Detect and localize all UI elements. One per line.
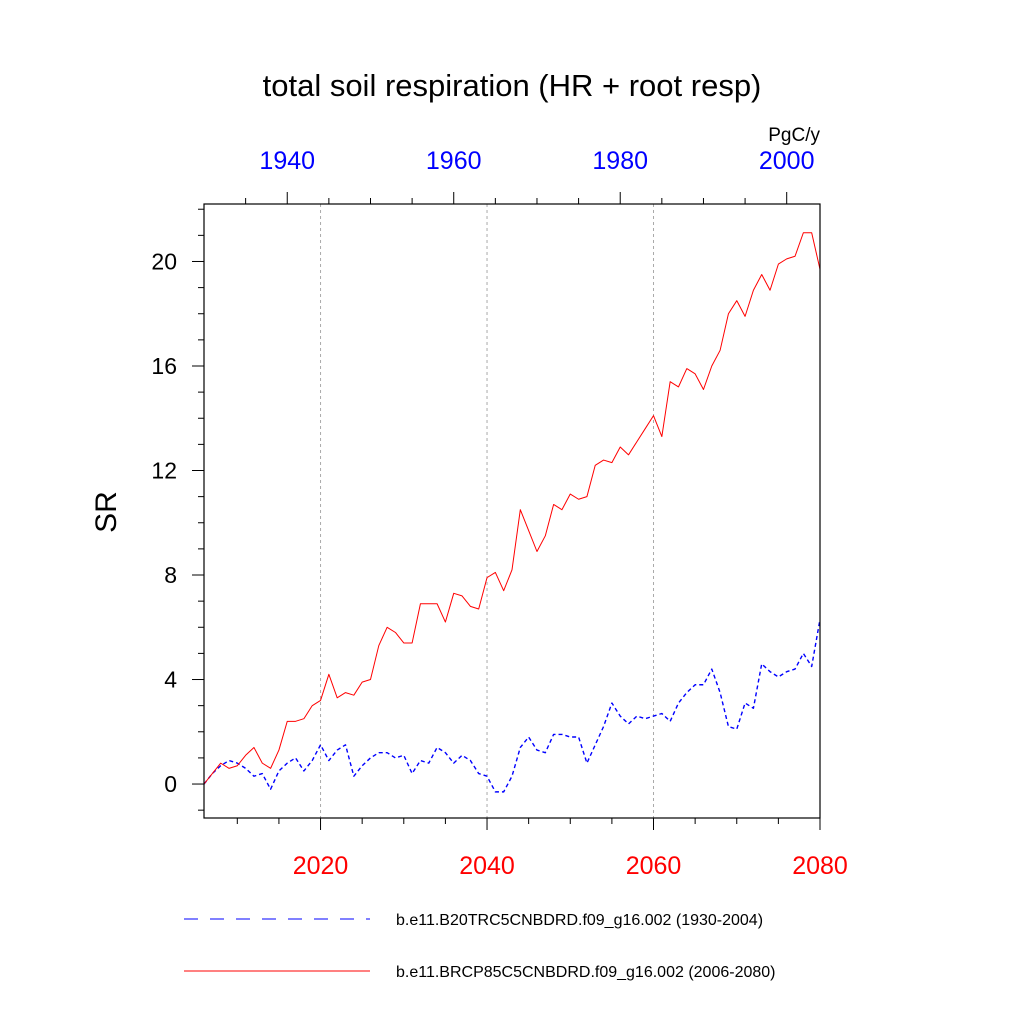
x-top-tick-label: 1980 — [592, 147, 648, 175]
legend-label-historical: b.e11.B20TRC5CNBDRD.f09_g16.002 (1930-20… — [396, 912, 763, 929]
x-axis-bottom: 2020 2040 2060 2080 — [236, 818, 848, 880]
x-bottom-tick-label: 2020 — [293, 852, 349, 880]
x-bottom-tick-label: 2040 — [459, 852, 515, 880]
y-axis: 0 4 8 12 16 20 — [151, 208, 204, 811]
series-group — [203, 232, 821, 793]
chart-title: total soil respiration (HR + root resp) — [263, 68, 762, 103]
legend: b.e11.B20TRC5CNBDRD.f09_g16.002 (1930-20… — [184, 912, 775, 981]
grid-lines — [320, 204, 655, 818]
y-tick-label: 16 — [151, 353, 177, 379]
y-tick-label: 0 — [164, 771, 177, 797]
y-tick-label: 20 — [151, 248, 177, 274]
y-tick-label: 12 — [151, 458, 177, 484]
x-axis-top: 1940 1960 1980 2000 — [245, 147, 815, 204]
plot-frame — [203, 203, 821, 819]
x-bottom-tick-label: 2080 — [792, 852, 848, 880]
y-tick-label: 4 — [164, 667, 177, 693]
x-top-tick-label: 2000 — [759, 147, 815, 175]
x-top-tick-label: 1960 — [426, 147, 482, 175]
series-line-rcp85 — [203, 232, 821, 785]
y-tick-label: 8 — [164, 562, 177, 588]
x-top-tick-label: 1940 — [259, 147, 315, 175]
y-axis-label: SR — [90, 491, 123, 533]
x-bottom-tick-label: 2060 — [626, 852, 682, 880]
legend-label-rcp85: b.e11.BRCP85C5CNBDRD.f09_g16.002 (2006-2… — [396, 964, 775, 981]
series-line-historical — [203, 619, 821, 793]
units-label: PgC/y — [768, 125, 820, 146]
